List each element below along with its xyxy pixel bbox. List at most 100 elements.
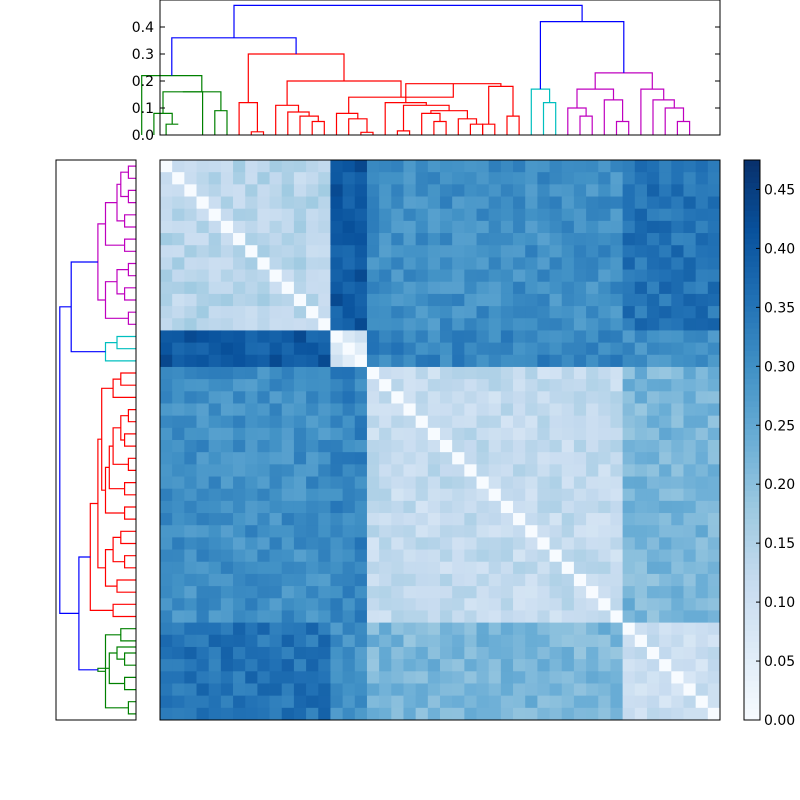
heatmap-cell — [281, 549, 295, 563]
heatmap-cell — [537, 172, 550, 185]
heatmap-cell — [245, 622, 258, 636]
heatmap-cell — [172, 318, 185, 331]
heatmap-cell — [160, 208, 173, 222]
dendrogram-link — [104, 549, 117, 587]
heatmap-cell — [172, 561, 185, 575]
heatmap-cell — [488, 257, 502, 270]
heatmap-cell — [318, 220, 331, 234]
heatmap-cell — [172, 500, 185, 514]
heatmap-cell — [586, 622, 599, 636]
heatmap-cell — [659, 573, 672, 587]
colorbar-segment — [744, 372, 760, 379]
heatmap-cell — [354, 257, 368, 270]
heatmap-cell — [476, 561, 490, 575]
colorbar-segment — [744, 535, 760, 542]
heatmap-cell — [622, 415, 636, 429]
heatmap-cell — [220, 208, 234, 222]
heatmap-cell — [549, 415, 563, 429]
heatmap-cell — [622, 464, 636, 477]
heatmap-cell — [573, 610, 587, 623]
heatmap-cell — [561, 220, 575, 234]
heatmap-cell — [513, 184, 526, 197]
heatmap-cell — [366, 537, 380, 550]
heatmap-cell — [561, 172, 575, 185]
heatmap-cell — [269, 281, 283, 295]
heatmap-cell — [525, 561, 538, 575]
heatmap-cell — [488, 610, 502, 623]
heatmap-cell — [281, 379, 295, 392]
heatmap-cell — [318, 318, 331, 331]
heatmap-cell — [683, 513, 697, 526]
heatmap-cell — [476, 391, 490, 404]
heatmap-cell — [330, 513, 343, 526]
heatmap-cell — [379, 403, 392, 417]
heatmap-cell — [549, 598, 563, 611]
heatmap-cell — [196, 561, 210, 575]
heatmap-cell — [525, 306, 538, 319]
heatmap-cell — [537, 513, 550, 526]
heatmap-cell — [573, 391, 587, 404]
heatmap-cell — [427, 671, 441, 684]
heatmap-cell — [427, 525, 441, 538]
dendrogram-link — [165, 123, 179, 135]
heatmap-cell — [513, 573, 526, 587]
heatmap-cell — [671, 586, 684, 599]
heatmap-cell — [707, 586, 721, 599]
heatmap-cell — [549, 707, 563, 721]
heatmap-cell — [354, 610, 368, 623]
heatmap-cell — [646, 366, 660, 380]
heatmap-cell — [500, 342, 514, 356]
heatmap-cell — [513, 330, 526, 343]
heatmap-cell — [525, 269, 538, 283]
heatmap-cell — [671, 537, 684, 550]
heatmap-cell — [184, 245, 197, 258]
heatmap-cell — [440, 586, 453, 599]
heatmap-cell — [306, 464, 319, 477]
heatmap-cell — [293, 573, 307, 587]
heatmap-cell — [257, 293, 270, 307]
colorbar-tick-label: 0.15 — [764, 536, 795, 552]
heatmap-cell — [245, 610, 258, 623]
heatmap-cell — [695, 257, 709, 270]
heatmap-cell — [318, 391, 331, 404]
heatmap-cell — [342, 598, 356, 611]
heatmap-cell — [452, 281, 465, 295]
heatmap-cell — [342, 354, 356, 368]
heatmap-cell — [537, 659, 550, 672]
heatmap-cell — [549, 293, 563, 307]
heatmap-cell — [233, 318, 246, 331]
dendrogram-link — [567, 107, 587, 135]
heatmap-cell — [245, 561, 258, 575]
heatmap-cell — [330, 379, 343, 392]
heatmap-cell — [366, 586, 380, 599]
heatmap-cell — [476, 220, 490, 234]
heatmap-cell — [622, 622, 636, 636]
heatmap-cell — [659, 683, 672, 697]
heatmap-cell — [245, 440, 258, 453]
heatmap-cell — [464, 586, 477, 599]
heatmap-cell — [695, 354, 709, 368]
heatmap-cell — [561, 184, 575, 197]
heatmap-cell — [306, 500, 319, 514]
heatmap-cell — [220, 695, 234, 709]
heatmap-cell — [379, 549, 392, 563]
heatmap-cell — [634, 683, 648, 697]
heatmap-cell — [488, 452, 502, 465]
heatmap-cell — [573, 293, 587, 307]
heatmap-cell — [610, 160, 623, 173]
heatmap-cell — [671, 379, 684, 392]
heatmap-cell — [354, 415, 368, 429]
heatmap-cell — [233, 549, 246, 563]
heatmap-cell — [610, 549, 623, 563]
colorbar-segment — [744, 624, 760, 631]
heatmap-cell — [184, 573, 197, 587]
heatmap-cell — [330, 257, 343, 270]
heatmap-cell — [440, 707, 453, 721]
heatmap-cell — [220, 184, 234, 197]
heatmap-cell — [269, 622, 283, 636]
colorbar-segment — [744, 714, 760, 721]
heatmap-cell — [476, 464, 490, 477]
heatmap-cell — [646, 220, 660, 234]
heatmap-cell — [257, 671, 270, 684]
heatmap-cell — [293, 586, 307, 599]
